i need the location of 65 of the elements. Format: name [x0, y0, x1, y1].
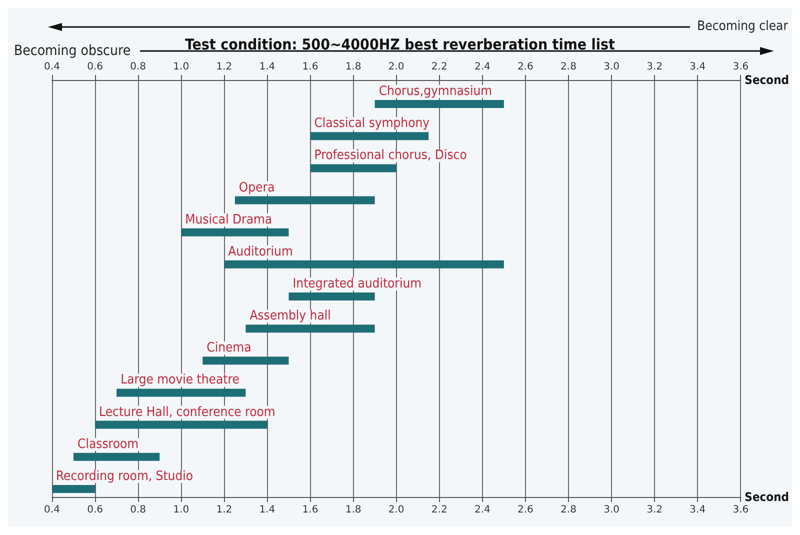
x-tick-label: 0.8: [130, 62, 146, 72]
x-tick-label: 1.6: [302, 62, 318, 72]
x2-tick-label: 2.8: [560, 504, 576, 516]
bar: [74, 452, 160, 461]
x-tick-label: 3.4: [690, 62, 706, 72]
x2-tick-label: 3.2: [646, 504, 663, 516]
y-tick-label: Auditorium: [228, 244, 293, 260]
x2-tick-label: 2.4: [474, 504, 490, 516]
x-tick-label: 2.4: [474, 62, 490, 72]
x2-tick-label: 1.6: [302, 504, 318, 516]
y-tick-label: Integrated auditorium: [292, 276, 422, 292]
bar: [116, 388, 246, 397]
x2-tick-label: 1.0: [173, 504, 190, 516]
y-tick-label: Classical symphony: [314, 116, 430, 132]
y-tick-label: Professional chorus, Disco: [314, 148, 467, 164]
x-tick-label: 3.6: [732, 62, 749, 72]
y-tick-label: Large movie theatre: [120, 372, 240, 388]
y-tick-label: Cinema: [206, 340, 252, 356]
text: Becoming clear: [697, 19, 788, 34]
x-tick-label: 0.4: [44, 62, 60, 72]
x-axis-title: Second: [744, 490, 790, 504]
x-tick-label: 0.6: [87, 62, 103, 72]
bar: [234, 196, 375, 204]
bar: [181, 228, 289, 236]
bar: [374, 100, 504, 108]
x-tick-label: 1.0: [173, 62, 190, 72]
x-tick-label: 3.0: [604, 62, 620, 72]
x2-tick-label: 0.4: [44, 504, 60, 516]
chart-title: Test condition: 500~4000HZ best reverberation time list: [185, 36, 616, 54]
y-tick-label: Recording room, Studio: [56, 468, 194, 484]
x-tick-label: 2.6: [518, 62, 534, 72]
x2-tick-label: 0.8: [130, 504, 146, 516]
x-tick-label: 2.0: [388, 62, 404, 72]
y-tick-label: Chorus,gymnasium: [378, 84, 492, 100]
text: Becoming obscure: [14, 43, 131, 59]
x-tick-label: 1.2: [216, 62, 232, 72]
y-tick-label: Lecture Hall, conference room: [99, 404, 276, 420]
x-tick-label: 2.8: [560, 62, 576, 72]
bar: [246, 324, 375, 333]
bar: [95, 420, 268, 429]
bar: [202, 356, 289, 365]
x-tick-label: 2.2: [431, 62, 448, 72]
bar: [288, 292, 375, 300]
x2-tick-label: 1.2: [216, 504, 232, 516]
x2-axis-title: Second: [744, 73, 790, 87]
bar: [310, 132, 429, 140]
y-tick-label: Opera: [238, 180, 275, 196]
x-tick-label: 1.8: [345, 62, 362, 72]
x2-tick-label: 3.4: [690, 504, 706, 516]
y-tick-label: Assembly hall: [250, 308, 331, 324]
bar: [224, 260, 504, 268]
x2-tick-label: 1.4: [259, 504, 276, 516]
x2-tick-label: 2.6: [518, 504, 534, 516]
x2-tick-label: 0.6: [87, 504, 103, 516]
y-tick-label: Classroom: [78, 436, 139, 452]
x2-tick-label: 3.6: [732, 504, 749, 516]
x2-tick-label: 2.0: [388, 504, 404, 516]
bar: [52, 484, 96, 493]
x-tick-label: 1.4: [259, 62, 276, 72]
x2-tick-label: 3.0: [604, 504, 620, 516]
y-tick-label: Musical Drama: [185, 212, 272, 228]
x-tick-label: 3.2: [646, 62, 663, 72]
x2-tick-label: 1.8: [345, 504, 362, 516]
bar: [310, 164, 396, 172]
x2-tick-label: 2.2: [431, 504, 448, 516]
